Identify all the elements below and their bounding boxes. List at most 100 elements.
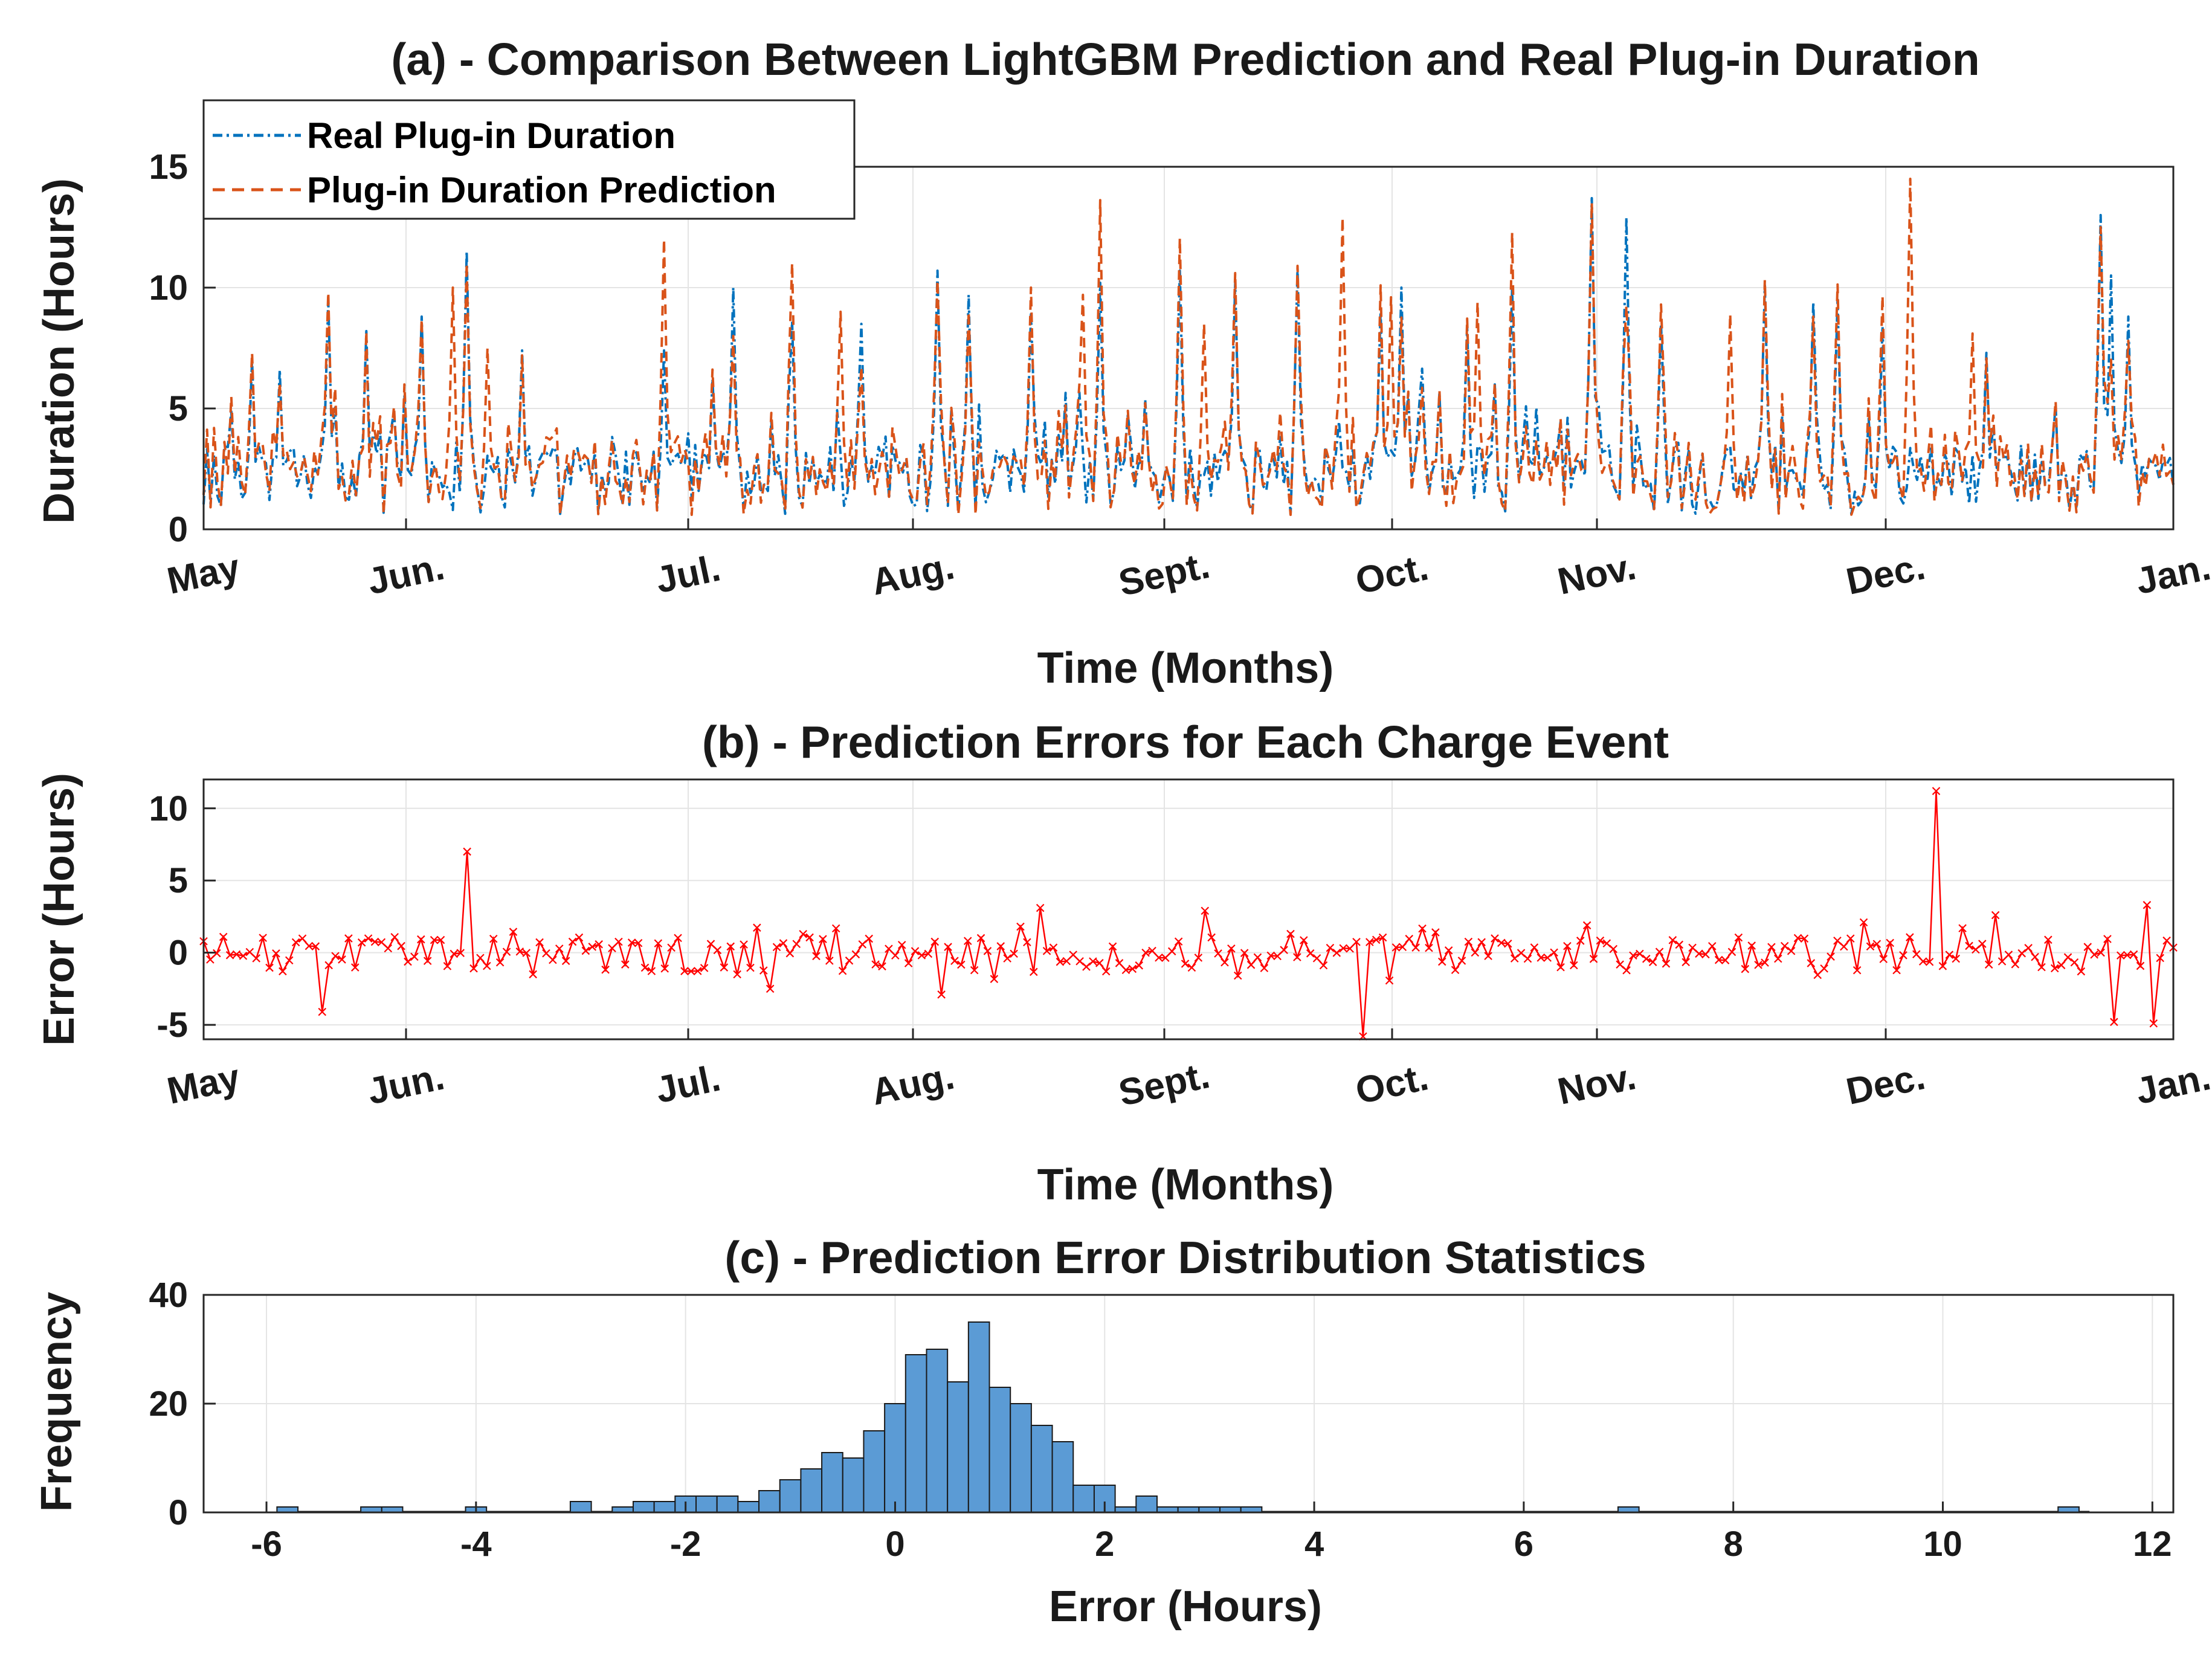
error-marker-256	[1886, 938, 1894, 947]
error-marker-262	[1925, 958, 1934, 966]
error-marker-178	[1372, 935, 1381, 944]
error-marker-20	[331, 952, 340, 960]
error-marker-163	[1273, 952, 1282, 961]
error-marker-261	[1918, 957, 1927, 966]
error-marker-243	[1800, 934, 1809, 943]
error-marker-44	[489, 934, 498, 943]
error-marker-227	[1695, 949, 1703, 958]
error-marker-46	[502, 947, 511, 957]
histogram-bar-37	[1051, 1441, 1074, 1513]
error-marker-112	[937, 990, 946, 999]
panel-b-xtick-label-5: Oct.	[1352, 1056, 1432, 1112]
error-marker-102	[871, 960, 880, 969]
error-marker-136	[1095, 959, 1104, 967]
error-marker-175	[1352, 938, 1361, 946]
histogram-bar-28	[863, 1430, 886, 1513]
histogram-bar-38	[1072, 1485, 1095, 1513]
panel-a-x-label: Time (Months)	[1037, 644, 1334, 692]
error-marker-236	[1754, 961, 1762, 969]
error-marker-26	[370, 937, 379, 946]
error-marker-130	[1056, 958, 1065, 966]
error-marker-11	[272, 949, 280, 958]
error-marker-100	[858, 940, 867, 949]
legend-entry-real: Real Plug-in Duration	[307, 115, 676, 156]
error-marker-106	[897, 941, 906, 949]
legend-box	[202, 99, 856, 220]
panel-c-xtick-label-3: 0	[885, 1524, 904, 1564]
error-marker-183	[1405, 935, 1414, 943]
error-marker-173	[1339, 944, 1347, 953]
error-marker-77	[706, 940, 715, 948]
error-marker-221	[1655, 947, 1664, 957]
panel-c-x-ticks: -6 -4 -2 0 2 4 6 8 10 12	[251, 1502, 2172, 1564]
error-marker-210	[1582, 921, 1591, 930]
error-marker-122	[1003, 954, 1011, 963]
error-marker-267	[1958, 924, 1967, 932]
error-marker-192	[1464, 937, 1473, 946]
error-marker-139	[1115, 959, 1124, 967]
error-marker-75	[693, 967, 702, 975]
error-marker-193	[1471, 948, 1480, 957]
panel-c-xtick-label-9: 12	[2133, 1524, 2172, 1564]
panel-c-x-label: Error (Hours)	[1049, 1582, 1322, 1631]
error-marker-6	[239, 952, 248, 960]
panel-b-xtick-label-2: Jul.	[652, 1057, 724, 1112]
error-marker-23	[350, 963, 360, 972]
panel-b-xtick-label-4: Sept.	[1115, 1054, 1214, 1114]
error-marker-298	[2162, 936, 2171, 945]
panel-c-y-ticks: 0 20 40	[149, 1276, 216, 1532]
histogram-bar-33	[967, 1321, 990, 1513]
error-marker-135	[1089, 957, 1097, 966]
error-marker-37	[443, 962, 452, 970]
panel-a-xtick-label-1: Jun.	[364, 546, 448, 603]
error-marker-157	[1233, 971, 1242, 980]
error-marker-177	[1366, 938, 1374, 946]
error-marker-211	[1589, 955, 1598, 963]
error-marker-17	[311, 942, 320, 950]
error-marker-93	[812, 952, 821, 961]
error-marker-18	[318, 1007, 327, 1016]
panel-b-plot-area	[204, 779, 2173, 1039]
error-marker-293	[2129, 950, 2138, 959]
histogram-bar-22	[737, 1501, 760, 1513]
error-marker-280	[2044, 935, 2052, 944]
error-marker-10	[265, 963, 274, 972]
error-marker-120	[990, 975, 999, 983]
error-marker-284	[2070, 958, 2079, 967]
error-marker-241	[1787, 947, 1796, 955]
panel-b-ytick-label-1: 0	[169, 934, 188, 973]
error-marker-257	[1892, 966, 1901, 975]
series-prediction-error	[199, 787, 2178, 1040]
error-marker-98	[845, 957, 854, 965]
error-marker-224	[1675, 940, 1684, 949]
histogram-bar-21	[716, 1495, 739, 1513]
panel-b-xtick-label-6: Nov.	[1554, 1056, 1639, 1112]
error-marker-8	[252, 954, 261, 963]
error-marker-144	[1148, 946, 1156, 955]
error-marker-277	[2024, 944, 2033, 952]
error-marker-237	[1761, 958, 1769, 967]
error-marker-57	[575, 933, 584, 942]
error-marker-281	[2050, 964, 2059, 973]
panel-c-title: (c) - Prediction Error Distribution Stat…	[724, 1232, 1646, 1283]
error-marker-88	[779, 939, 788, 947]
error-marker-279	[2037, 963, 2046, 972]
panel-c-xtick-label-7: 8	[1724, 1524, 1743, 1564]
error-marker-63	[614, 937, 623, 946]
error-marker-19	[324, 961, 333, 970]
panel-b-xtick-label-0: May	[164, 1056, 244, 1112]
error-marker-126	[1030, 967, 1038, 976]
error-marker-128	[1042, 947, 1051, 955]
panel-b-x-ticks: May Jun. Jul. Aug. Sept. Oct. Nov. Dec. Jan.	[164, 1028, 2212, 1114]
panel-b-ytick-label-3: 10	[149, 789, 188, 828]
error-marker-252	[1859, 918, 1868, 927]
error-marker-198	[1504, 939, 1512, 948]
error-marker-16	[305, 941, 314, 950]
error-marker-185	[1418, 924, 1427, 933]
error-marker-82	[740, 940, 748, 949]
error-marker-41	[469, 964, 478, 973]
error-marker-287	[2090, 950, 2098, 959]
error-marker-194	[1477, 938, 1486, 947]
error-marker-119	[983, 947, 992, 955]
